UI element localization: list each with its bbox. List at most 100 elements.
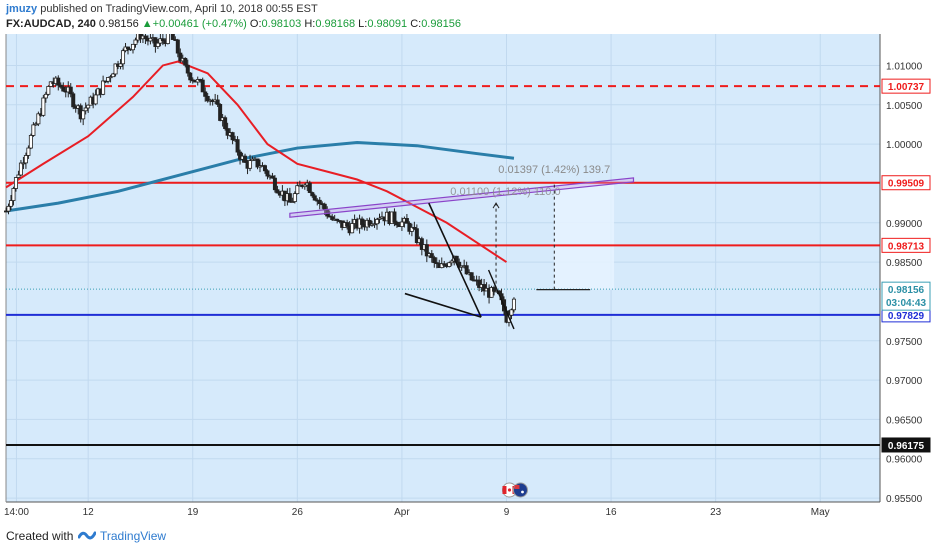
candle-body [81,110,86,120]
breakdown-line [487,269,515,330]
candle-body [126,46,131,50]
x-tick-label: 26 [292,507,304,518]
candle-body [372,223,377,226]
candle-body [23,155,28,164]
moving-average-fast [5,60,508,263]
time-axis-background [0,502,932,522]
candle-body [345,222,350,227]
candle-body [148,37,153,42]
candle-body [469,272,474,281]
chart-area[interactable]: 1.010001.005001.000000.995000.990000.985… [0,25,932,522]
x-tick-label: Apr [394,507,410,518]
candle-body [6,205,11,212]
close-value: 0.98156 [421,18,461,30]
level-label-text: 0.96175 [888,441,925,452]
candle-body [482,284,487,292]
author-link[interactable]: jmuzy [6,3,38,15]
candle-body [424,244,429,257]
candle-body [439,263,444,269]
candle-body [121,50,126,65]
candle-body [429,253,434,258]
candle-body [287,193,292,203]
candle-body [223,117,228,129]
y-tick-label: 0.96500 [886,415,923,426]
price-chart[interactable]: 1.010001.005001.000000.995000.990000.985… [0,25,932,522]
candle-body [295,185,300,195]
y-tick-label: 1.00500 [886,101,923,112]
candle-body [404,218,409,224]
candle-body [106,77,111,82]
candle-body [43,93,48,99]
candle-body [185,64,190,74]
candle-body [317,199,322,205]
open-label: O: [249,18,262,30]
level-label-box [881,437,931,453]
tradingview-logo-icon[interactable] [78,528,96,542]
candle-body [392,211,397,223]
level-label-text: 0.97829 [888,311,925,322]
candle-body [230,132,235,141]
candle-body [449,260,454,264]
candle-body [489,287,494,298]
level-label-box [881,237,931,253]
up-arrow-icon: ▲ [141,18,153,30]
candle-body [248,160,253,169]
candle-body [160,38,165,42]
created-with-text: Created with [6,529,74,543]
candle-body [399,221,404,227]
candle-body [205,95,210,102]
x-tick-label: 9 [504,507,510,518]
candle-body [16,174,21,178]
candle-body [58,84,63,88]
current-price-label: 0.98156 [888,285,925,296]
candle-body [11,188,16,201]
candle-body [143,35,148,39]
candle-body [111,73,116,78]
candle-body [71,93,76,108]
candle-body [130,43,135,51]
candle-body [41,97,46,116]
level-label-text: 0.99509 [888,179,925,190]
candle-body [442,263,447,266]
candle-body [28,135,33,149]
level-label-box [881,78,931,94]
tradingview-brand-link[interactable]: TradingView [100,529,167,543]
candle-body [270,175,275,179]
candle-body [272,177,277,191]
x-tick-label: 12 [83,507,95,518]
candle-body [307,182,312,193]
candle-body [310,192,315,197]
candle-body [155,42,160,47]
candle-body [235,139,240,153]
measure-annotation-short: 0.01100 (1.12%) 110.0 [450,186,560,198]
candle-body [153,37,158,47]
candle-body [178,52,183,62]
candle-body [419,238,424,250]
candle-body [68,86,73,95]
candle-body [477,279,482,288]
candle-body [255,158,260,168]
candle-body [243,155,248,163]
candle-body [83,107,88,112]
x-tick-label: 19 [187,507,199,518]
candle-body [350,223,355,234]
candle-body [165,29,170,44]
candle-body [48,81,53,87]
candle-body [335,218,340,221]
candle-body [394,221,399,226]
candle-body [377,217,382,220]
candle-body [412,226,417,230]
candle-body [31,124,36,136]
candle-body [215,99,220,105]
candle-body [464,265,469,275]
level-label-text: 1.00737 [888,82,925,93]
ohlc-legend: FX:AUDCAD, 240 0.98156 ▲+0.00461 (+0.47%… [6,18,461,30]
candle-body [61,86,66,92]
candle-body [93,94,98,105]
candle-body [262,165,267,172]
price-axis-background [880,34,932,502]
candle-body [290,201,295,203]
wedge-upper-line [428,202,482,318]
x-tick-label: May [811,507,830,518]
high-label: H: [304,18,316,30]
